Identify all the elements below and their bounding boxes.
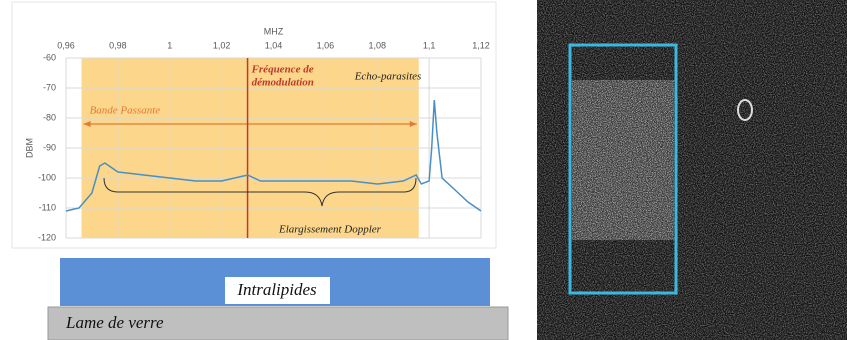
x-tick-label: 1 [167, 40, 172, 50]
doppler-brace [103, 177, 417, 207]
annotation: Echo-parasites [354, 71, 422, 83]
marker-label: démodulation [252, 77, 314, 89]
y-tick-label: -120 [38, 232, 56, 242]
spectrum-line [65, 99, 482, 212]
label-box [225, 277, 330, 304]
layer-label: Lame de verre [65, 313, 164, 332]
x-tick-label: 1,04 [265, 40, 283, 50]
y-tick-label: -100 [38, 172, 56, 182]
x-tick-label: 0,96 [57, 40, 75, 50]
roi-box [568, 43, 678, 295]
y-axis-label: DBM [24, 138, 34, 158]
x-tick-label: 1,12 [472, 40, 490, 50]
y-tick-label: -110 [39, 202, 56, 212]
band-label: Bande Passante [90, 105, 161, 117]
marker-label: Fréquence de [251, 64, 314, 76]
y-tick-label: -80 [43, 112, 56, 122]
x-axis-label: MHZ [264, 26, 284, 36]
y-tick-label: -60 [43, 52, 56, 62]
x-tick-label: 1,02 [213, 40, 231, 50]
glass-layer [47, 306, 509, 340]
echo-spot [737, 99, 753, 121]
x-tick-label: 1,08 [368, 40, 386, 50]
x-tick-label: 1,1 [423, 40, 436, 50]
y-tick-label: -70 [43, 82, 56, 92]
y-tick-label: -90 [43, 142, 56, 152]
annotation: Elargissement Doppler [278, 224, 382, 236]
layer-label: Intralipides [236, 280, 317, 299]
scatter-speckle [572, 80, 674, 240]
chart: -60 -70 -80 -90 -100 -110 -120 0,96 0,98 1 1,02 1,0… [24, 26, 489, 242]
x-tick-label: 0,98 [109, 40, 127, 50]
x-tick-label: 1,06 [317, 40, 335, 50]
